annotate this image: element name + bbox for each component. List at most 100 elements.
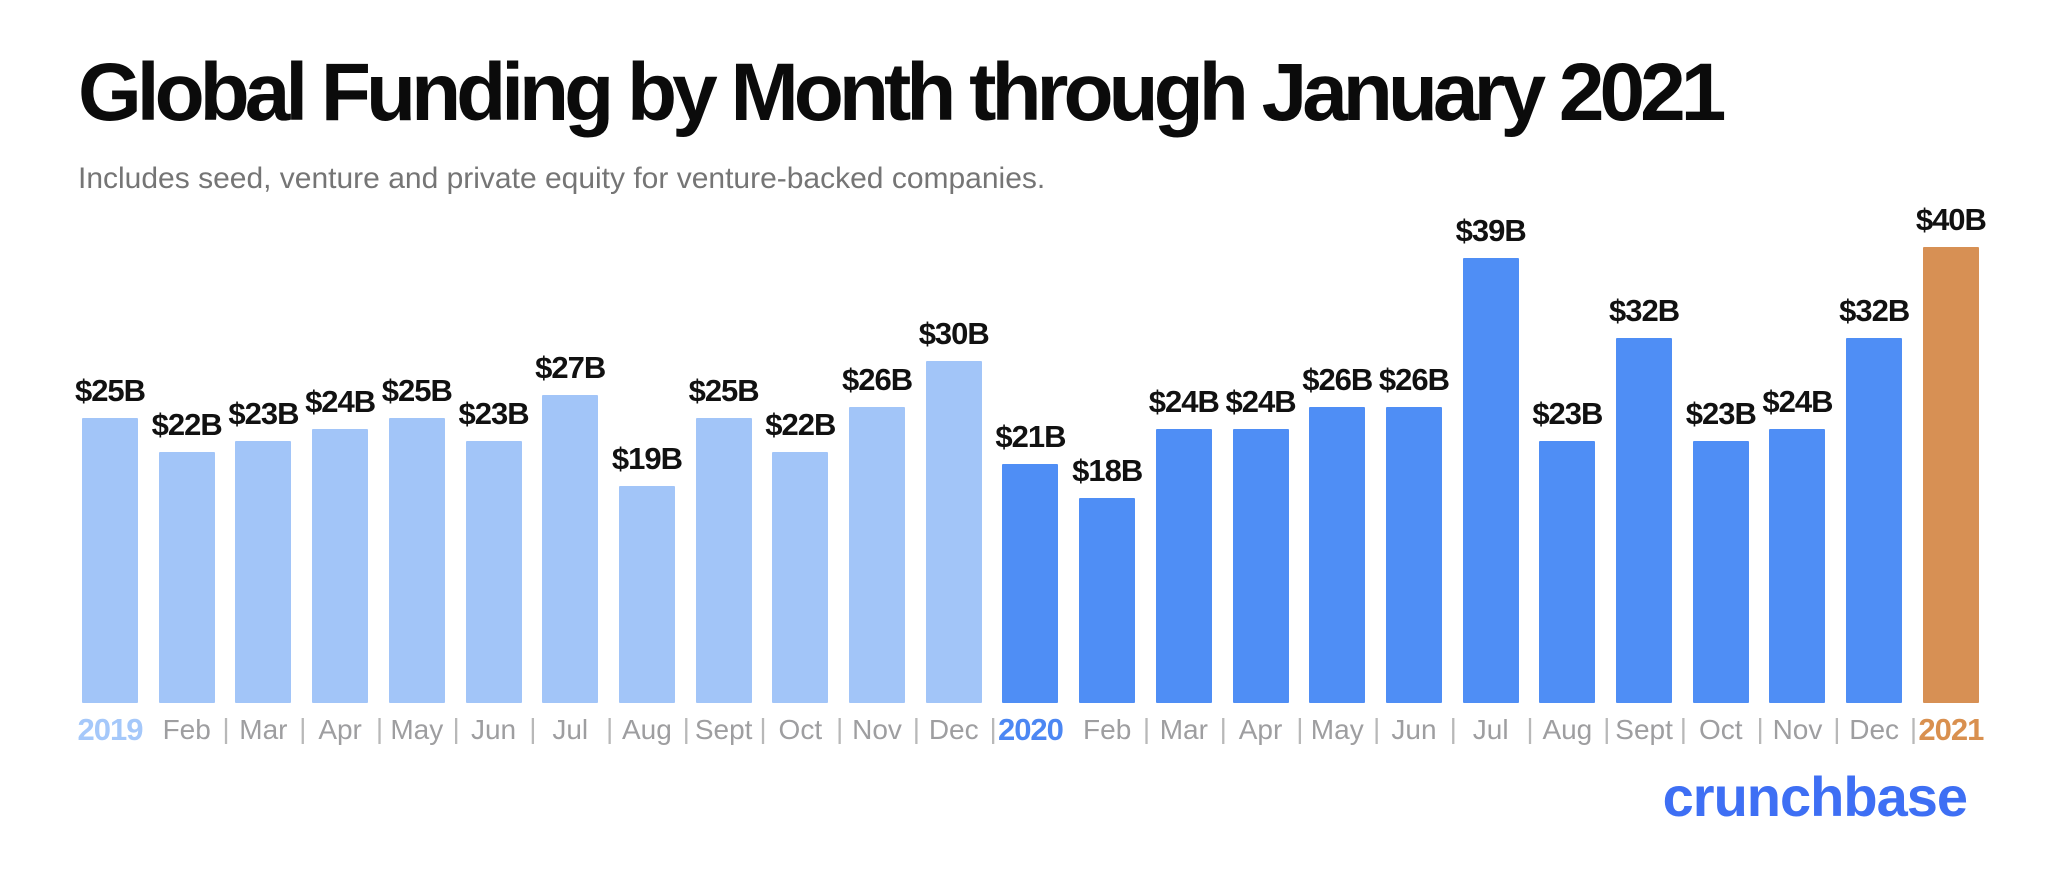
month-label: Aug [1542,714,1593,745]
tick-separator: | [1679,713,1688,744]
tick-separator: | [1526,713,1534,744]
bar-2020-jan [1002,464,1059,703]
tick-separator: | [682,713,690,744]
bar-2020-jun [1385,407,1442,703]
x-axis-tick: Oct | [772,709,844,751]
bar-column: $25B [382,373,453,703]
x-axis-tick: Apr | [1233,709,1304,751]
x-axis-tick: Aug | [619,709,690,751]
bar-2019-sept [695,418,752,703]
bar-2019-dec [925,361,982,703]
bar-column: $23B [1532,396,1603,703]
bar-column: $22B [152,407,223,703]
month-label: May [390,714,444,745]
tick-separator: | [912,713,921,744]
bar-2020-feb [1079,498,1136,703]
tick-separator: | [1449,713,1457,744]
bar-column: $22B [765,407,836,703]
tick-separator: | [1909,713,1918,744]
bar-column: $23B [228,396,299,703]
year-label-2019: 2019 [77,712,144,747]
bar-value-label: $22B [765,407,836,442]
chart-subtitle: Includes seed, venture and private equit… [78,162,1046,195]
month-label: Dec [928,714,979,745]
bar-column: $21B [995,419,1067,703]
bar-2019-feb [158,452,215,703]
bar-value-label: $23B [1532,396,1603,431]
bar-plot-area: $25B $22B $23B $24B $25B $23B $27B $19B $25B $22B… [75,0,1987,703]
month-label: Jul [552,714,589,745]
x-axis-tick: 2019 [78,709,144,751]
bar-column: $26B [1302,362,1373,703]
bar-column: $24B [1226,384,1297,703]
bar-column: $25B [689,373,760,703]
bar-column: $32B [1839,293,1910,703]
bar-column: $26B [842,362,913,703]
tick-separator: | [1219,713,1227,744]
bar-value-label: $24B [305,384,376,419]
bar-value-label: $24B [1762,384,1833,419]
month-label: Jun [470,714,517,745]
month-label: Nov [852,714,902,745]
bar-value-label: $23B [1685,396,1757,431]
x-axis-tick: Nov | [1769,709,1841,751]
x-axis-tick: Jun | [1386,709,1457,751]
tick-separator: | [759,713,767,744]
tick-separator: | [529,713,537,744]
x-axis: 2019 Feb | Mar | Apr | May | Jun | Jul | Aug | Sept | Oct… [78,709,1985,751]
tick-separator: | [836,713,844,744]
bar-value-label: $25B [74,373,146,408]
month-label: Aug [622,714,672,745]
bar-2019-oct [772,452,829,703]
x-axis-tick: Dec | [1846,709,1917,751]
tick-separator: | [1296,713,1304,744]
tick-separator: | [1756,713,1764,744]
bar-2020-apr [1232,429,1289,703]
tick-separator: | [1372,713,1381,744]
bar-value-label: $24B [1225,384,1297,419]
bar-column: $24B [1762,384,1834,703]
bar-column: $26B [1379,362,1450,703]
x-axis-tick: 2020 [998,709,1064,751]
year-label-2020: 2020 [997,712,1064,747]
tick-separator: | [222,713,230,744]
month-label: Sept [694,714,753,745]
bar-column: $25B [75,373,146,703]
tick-separator: | [1833,713,1841,744]
bar-value-label: $26B [841,362,913,397]
bar-2020-aug [1539,441,1596,703]
bar-2020-jul [1462,258,1519,703]
bar-2020-mar [1155,429,1212,703]
bar-2019-mar [235,441,292,703]
bar-2019-nov [849,407,906,703]
bar-value-label: $19B [611,441,683,476]
x-axis-tick: Sept | [1615,709,1687,751]
tick-separator: | [1603,713,1611,744]
bar-column: $39B [1456,213,1527,703]
month-label: Jun [1391,714,1437,745]
month-label: Mar [239,714,288,745]
bar-value-label: $25B [381,373,453,408]
bar-2021-jan [1922,247,1979,703]
bar-value-label: $39B [1455,213,1527,248]
x-axis-tick: Jul | [1463,709,1534,751]
bar-value-label: $26B [1378,362,1450,397]
tick-separator: | [452,713,460,744]
month-label: Apr [1238,714,1283,745]
page-title: Global Funding by Month through January … [78,47,1726,138]
tick-separator: | [989,713,997,744]
x-axis-tick: Dec | [926,709,997,751]
x-axis-tick: May | [389,709,459,751]
bar-value-label: $23B [458,396,529,431]
x-axis-tick: Feb | [1079,709,1150,751]
x-axis-tick: Mar | [235,709,306,751]
x-axis-tick: Jun | [466,709,537,751]
month-label: Sept [1615,714,1673,745]
bar-value-label: $30B [918,316,990,351]
month-label: Oct [778,714,823,745]
month-label: Dec [1849,714,1900,745]
bar-column: $24B [1149,384,1220,703]
bar-value-label: $21B [995,419,1066,454]
month-label: Mar [1159,714,1208,745]
